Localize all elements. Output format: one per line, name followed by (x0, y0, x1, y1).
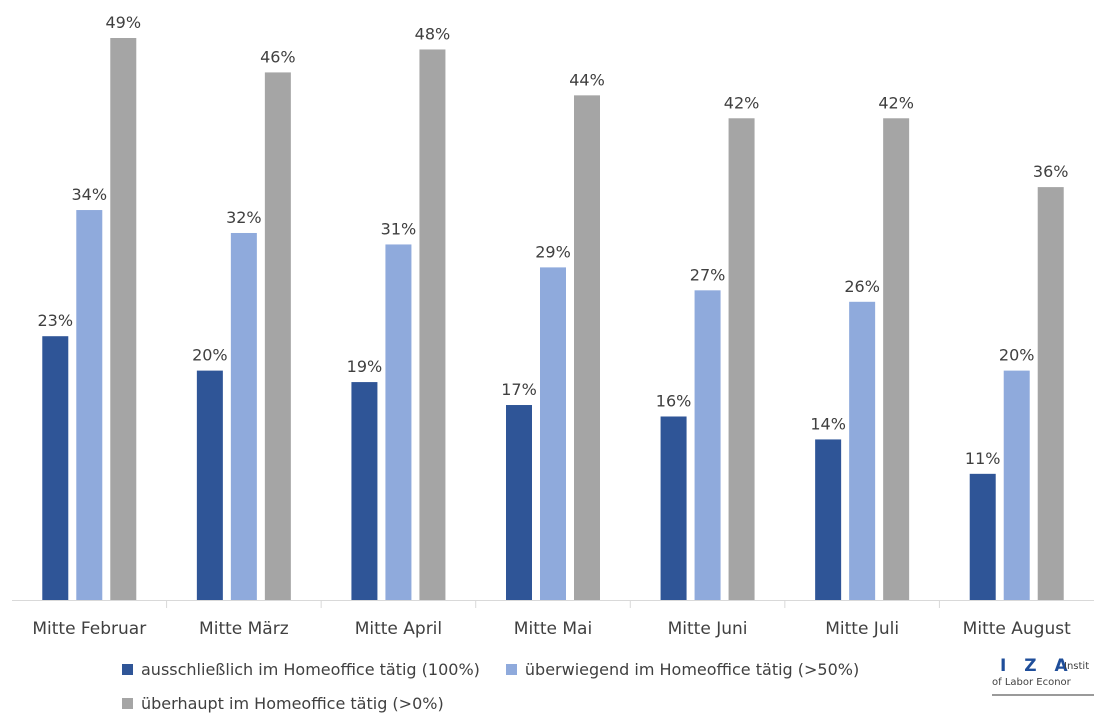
data-label-series-1-2: 31% (381, 219, 417, 238)
bar-series-1-4 (694, 290, 721, 600)
legend-swatch-0 (122, 697, 133, 709)
iza-logo: I Z A Instit of Labor Econor (980, 652, 1094, 720)
bar-series-2-4 (728, 118, 755, 601)
data-label-series-0-4: 16% (656, 391, 692, 410)
bar-series-2-3 (574, 95, 600, 601)
data-label-series-2-2: 48% (415, 24, 451, 43)
data-label-series-0-1: 20% (192, 346, 228, 365)
legend-item-50: überwiegend im Homeoffice tätig (>50%) (505, 659, 860, 679)
data-label-series-0-6: 11% (965, 449, 1001, 468)
x-tick-label-0: Mitte Februar (32, 619, 146, 639)
data-label-series-1-4: 27% (690, 265, 726, 284)
legend: ausschließlich im Homeoffice tätig (100%… (122, 652, 885, 720)
bar-series-0-0 (42, 336, 69, 600)
bar-series-1-3 (540, 267, 566, 600)
data-label-series-2-1: 46% (260, 47, 296, 66)
x-tick-label-4: Mitte Juni (668, 619, 748, 639)
logo-divider (992, 694, 1094, 696)
data-label-series-0-5: 14% (810, 414, 846, 433)
bar-series-2-1 (264, 72, 291, 601)
data-label-series-2-5: 42% (878, 93, 914, 112)
bar-series-0-4 (660, 416, 687, 600)
data-label-series-1-5: 26% (844, 277, 880, 296)
data-label-series-2-6: 36% (1033, 162, 1069, 181)
data-label-series-2-3: 44% (569, 70, 605, 89)
logo-line-1: Instit (1064, 661, 1090, 672)
x-tick-label-3: Mitte Mai (514, 619, 592, 639)
bar-series-0-3 (506, 405, 532, 600)
bar-series-2-5 (883, 118, 910, 601)
bar-series-1-5 (849, 301, 876, 600)
bar-series-0-2 (351, 382, 378, 600)
bar-series-0-5 (815, 439, 842, 600)
legend-label-50: überwiegend im Homeoffice tätig (>50%) (524, 659, 860, 679)
bar-series-1-1 (230, 232, 257, 600)
bar-series-0-6 (969, 473, 996, 600)
logo-mark: I Z A (1000, 656, 1074, 676)
legend-swatch-50 (505, 663, 517, 675)
logo-line-2: of Labor Econor (992, 677, 1071, 688)
data-label-series-1-0: 34% (72, 185, 108, 204)
bar-series-2-2 (419, 49, 446, 601)
legend-item-0: überhaupt im Homeoffice tätig (>0%) (122, 694, 444, 713)
x-tick-label-5: Mitte Juli (825, 619, 899, 639)
bar-series-1-6 (1003, 370, 1030, 600)
data-label-series-1-3: 29% (535, 242, 571, 261)
bar-series-0-1 (196, 370, 223, 600)
data-label-series-0-2: 19% (347, 357, 383, 376)
legend-label-0: überhaupt im Homeoffice tätig (>0%) (141, 693, 444, 713)
x-tick-label-2: Mitte April (355, 619, 442, 639)
legend-label-100: ausschließlich im Homeoffice tätig (100%… (141, 659, 480, 679)
data-label-series-1-1: 32% (226, 208, 262, 227)
legend-swatch-100 (122, 663, 133, 675)
bar-series-1-2 (385, 244, 412, 600)
bar-series-1-0 (76, 210, 103, 600)
bar-series-2-6 (1037, 187, 1064, 600)
bar-chart: 23% 34% 49% Mitte Februar 20% 32% 46% Mitte Mär… (12, 13, 1094, 639)
data-label-series-0-0: 23% (38, 311, 74, 330)
data-label-series-0-3: 17% (501, 380, 537, 399)
bar-series-2-0 (110, 38, 137, 600)
x-tick-label-1: Mitte März (199, 619, 289, 639)
data-label-series-2-4: 42% (724, 93, 760, 112)
x-tick-label-6: Mitte August (963, 619, 1071, 639)
data-label-series-1-6: 20% (999, 346, 1035, 365)
data-label-series-2-0: 49% (106, 13, 142, 32)
legend-item-100: ausschließlich im Homeoffice tätig (100%… (122, 660, 480, 679)
